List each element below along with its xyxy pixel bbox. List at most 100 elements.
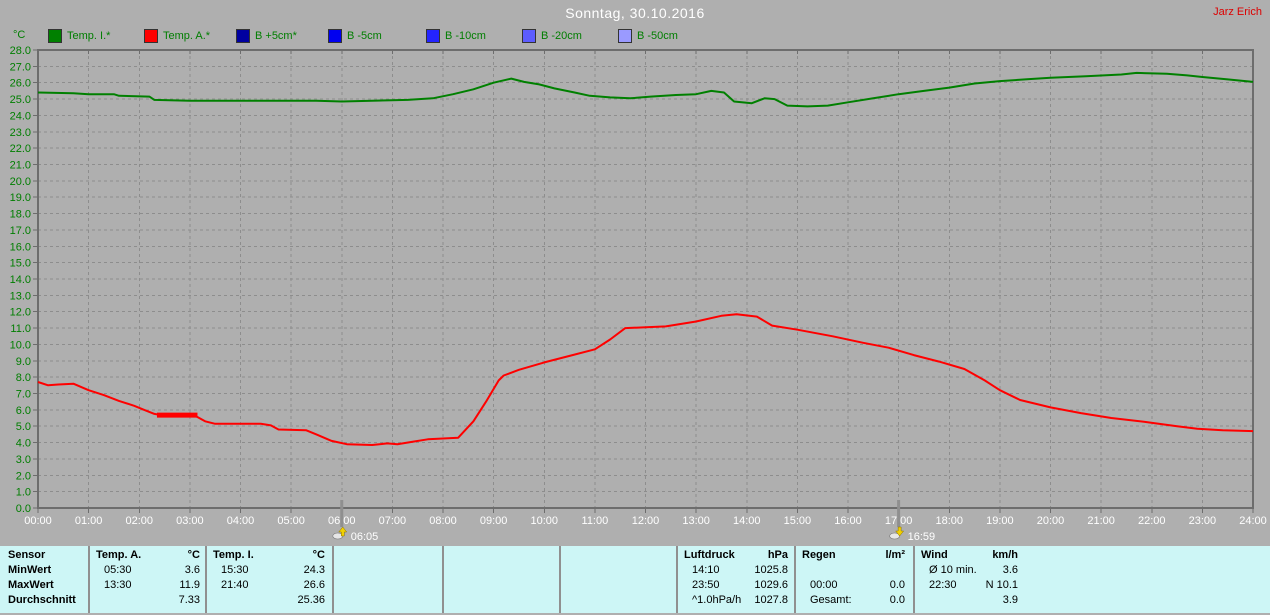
y-tick-label: 12.0 — [10, 307, 31, 319]
legend-item-label: Temp. I.* — [67, 29, 111, 42]
window-bottom-edge — [0, 613, 1270, 615]
legend-item-temp-a-: Temp. A.* — [144, 28, 236, 43]
y-tick-label: 11.0 — [10, 323, 31, 335]
sunset-time-label: 16:59 — [908, 531, 936, 543]
x-tick-label: 04:00 — [227, 515, 255, 527]
legend-item-temp-i-: Temp. I.* — [48, 28, 144, 43]
y-tick-label: 21.0 — [10, 160, 31, 172]
sunrise-arrow-icon — [338, 526, 348, 537]
legend-item-b-5cm: B -5cm — [328, 28, 426, 43]
y-tick-label: 9.0 — [16, 356, 31, 368]
stats-measure-value: 25.36 — [297, 594, 325, 606]
y-tick-label: 20.0 — [10, 176, 31, 188]
legend-swatch-icon — [328, 28, 342, 43]
y-tick-label: 25.0 — [10, 94, 31, 106]
legend-item-label: B -5cm — [347, 29, 382, 42]
stats-col-header: Temp. A. — [96, 549, 142, 561]
temp-i--line — [37, 71, 1254, 108]
stats-time-value: 05:30 — [104, 564, 132, 576]
stats-col-header: Temp. I. — [213, 549, 254, 561]
x-tick-label: 19:00 — [986, 515, 1014, 527]
table-divider — [332, 546, 334, 613]
y-tick-label: 16.0 — [10, 241, 31, 253]
legend-swatch-icon — [236, 28, 250, 43]
stats-measure-value: 26.6 — [303, 579, 325, 591]
stats-row-label: Durchschnitt — [8, 594, 76, 606]
x-tick-label: 05:00 — [277, 515, 305, 527]
chart-legend: Temp. I.* Temp. A.* B +5cm* B -5cm B -10cm B … — [48, 28, 718, 43]
stats-col-unit: l/m² — [885, 549, 905, 561]
table-divider — [913, 546, 915, 613]
stats-time-value: 23:50 — [692, 579, 720, 591]
legend-item-label: B -20cm — [541, 29, 582, 42]
stats-table: Sensor MinWert MaxWert Durchschnitt Temp. A.… — [0, 546, 1270, 613]
y-axis-unit-label: °C — [13, 29, 26, 41]
sunrise-marker-bar — [340, 500, 344, 527]
legend-item-label: B +5cm* — [255, 29, 297, 42]
stats-measure-value: 1027.8 — [754, 594, 788, 606]
stats-measure-value: 24.3 — [303, 564, 325, 576]
stats-measure-value: N 10.1 — [985, 579, 1018, 591]
legend-item-b-5cm-: B +5cm* — [236, 28, 328, 43]
stats-measure-value: 0.0 — [889, 594, 905, 606]
legend-item-b-10cm: B -10cm — [426, 28, 522, 43]
y-tick-label: 4.0 — [16, 438, 31, 450]
x-tick-label: 22:00 — [1138, 515, 1166, 527]
x-tick-label: 02:00 — [125, 515, 153, 527]
chart-date-title: Sonntag, 30.10.2016 — [565, 5, 705, 21]
stats-time-value: 00:00 — [810, 579, 838, 591]
x-tick-label: 09:00 — [480, 515, 508, 527]
stats-time-value: 15:30 — [221, 564, 249, 576]
stats-time-value: Gesamt: — [810, 594, 852, 606]
table-divider — [676, 546, 678, 613]
y-tick-label: 5.0 — [16, 421, 31, 433]
y-tick-label: 28.0 — [10, 45, 31, 57]
y-tick-label: 3.0 — [16, 454, 31, 466]
y-tick-label: 0.0 — [16, 503, 31, 515]
y-tick-label: 19.0 — [10, 192, 31, 204]
stats-measure-value: 3.6 — [1002, 564, 1018, 576]
stats-col-header: Luftdruck — [684, 549, 735, 561]
sunset-arrow-icon — [895, 526, 905, 537]
y-tick-label: 6.0 — [16, 405, 31, 417]
legend-swatch-icon — [144, 28, 158, 43]
legend-swatch-icon — [48, 28, 62, 43]
y-tick-label: 7.0 — [16, 389, 31, 401]
x-tick-label: 13:00 — [682, 515, 710, 527]
stats-measure-value: 7.33 — [178, 594, 200, 606]
stats-measure-value: 3.6 — [184, 564, 200, 576]
stats-measure-value: 1025.8 — [754, 564, 788, 576]
y-tick-label: 22.0 — [10, 143, 31, 155]
stats-col-header: Regen — [802, 549, 836, 561]
y-tick-label: 14.0 — [10, 274, 31, 286]
stats-col-unit: °C — [312, 549, 325, 561]
x-tick-label: 08:00 — [429, 515, 457, 527]
temperature-chart: 0.0 1.0 2.0 3.0 4.0 5.0 6.0 7.0 8.0 9.0 10.0 11.0 12… — [10, 45, 1267, 543]
stats-time-value: ^1.0hPa/h — [692, 594, 742, 606]
y-tick-label: 13.0 — [10, 290, 31, 302]
legend-item-b-20cm: B -20cm — [522, 28, 618, 43]
x-tick-label: 23:00 — [1189, 515, 1217, 527]
table-divider — [559, 546, 561, 613]
stats-row-label: Sensor — [8, 549, 46, 561]
stats-time-value: 14:10 — [692, 564, 720, 576]
x-tick-label: 01:00 — [75, 515, 103, 527]
legend-swatch-icon — [426, 28, 440, 43]
table-divider — [794, 546, 796, 613]
stats-measure-value: 3.9 — [1002, 594, 1018, 606]
stats-measure-value: 11.9 — [179, 579, 200, 591]
stats-measure-value: 0.0 — [889, 579, 905, 591]
x-tick-label: 07:00 — [379, 515, 407, 527]
y-tick-label: 10.0 — [10, 339, 31, 351]
y-tick-label: 15.0 — [10, 258, 31, 270]
y-tick-label: 18.0 — [10, 209, 31, 221]
x-tick-label: 21:00 — [1087, 515, 1115, 527]
y-tick-label: 24.0 — [10, 110, 31, 122]
legend-item-label: B -50cm — [637, 29, 678, 42]
stats-col-unit: hPa — [767, 549, 788, 561]
stats-row-label: MinWert — [8, 564, 52, 576]
sunrise-time-label: 06:05 — [351, 531, 379, 543]
legend-item-label: B -10cm — [445, 29, 486, 42]
y-tick-label: 2.0 — [16, 470, 31, 482]
